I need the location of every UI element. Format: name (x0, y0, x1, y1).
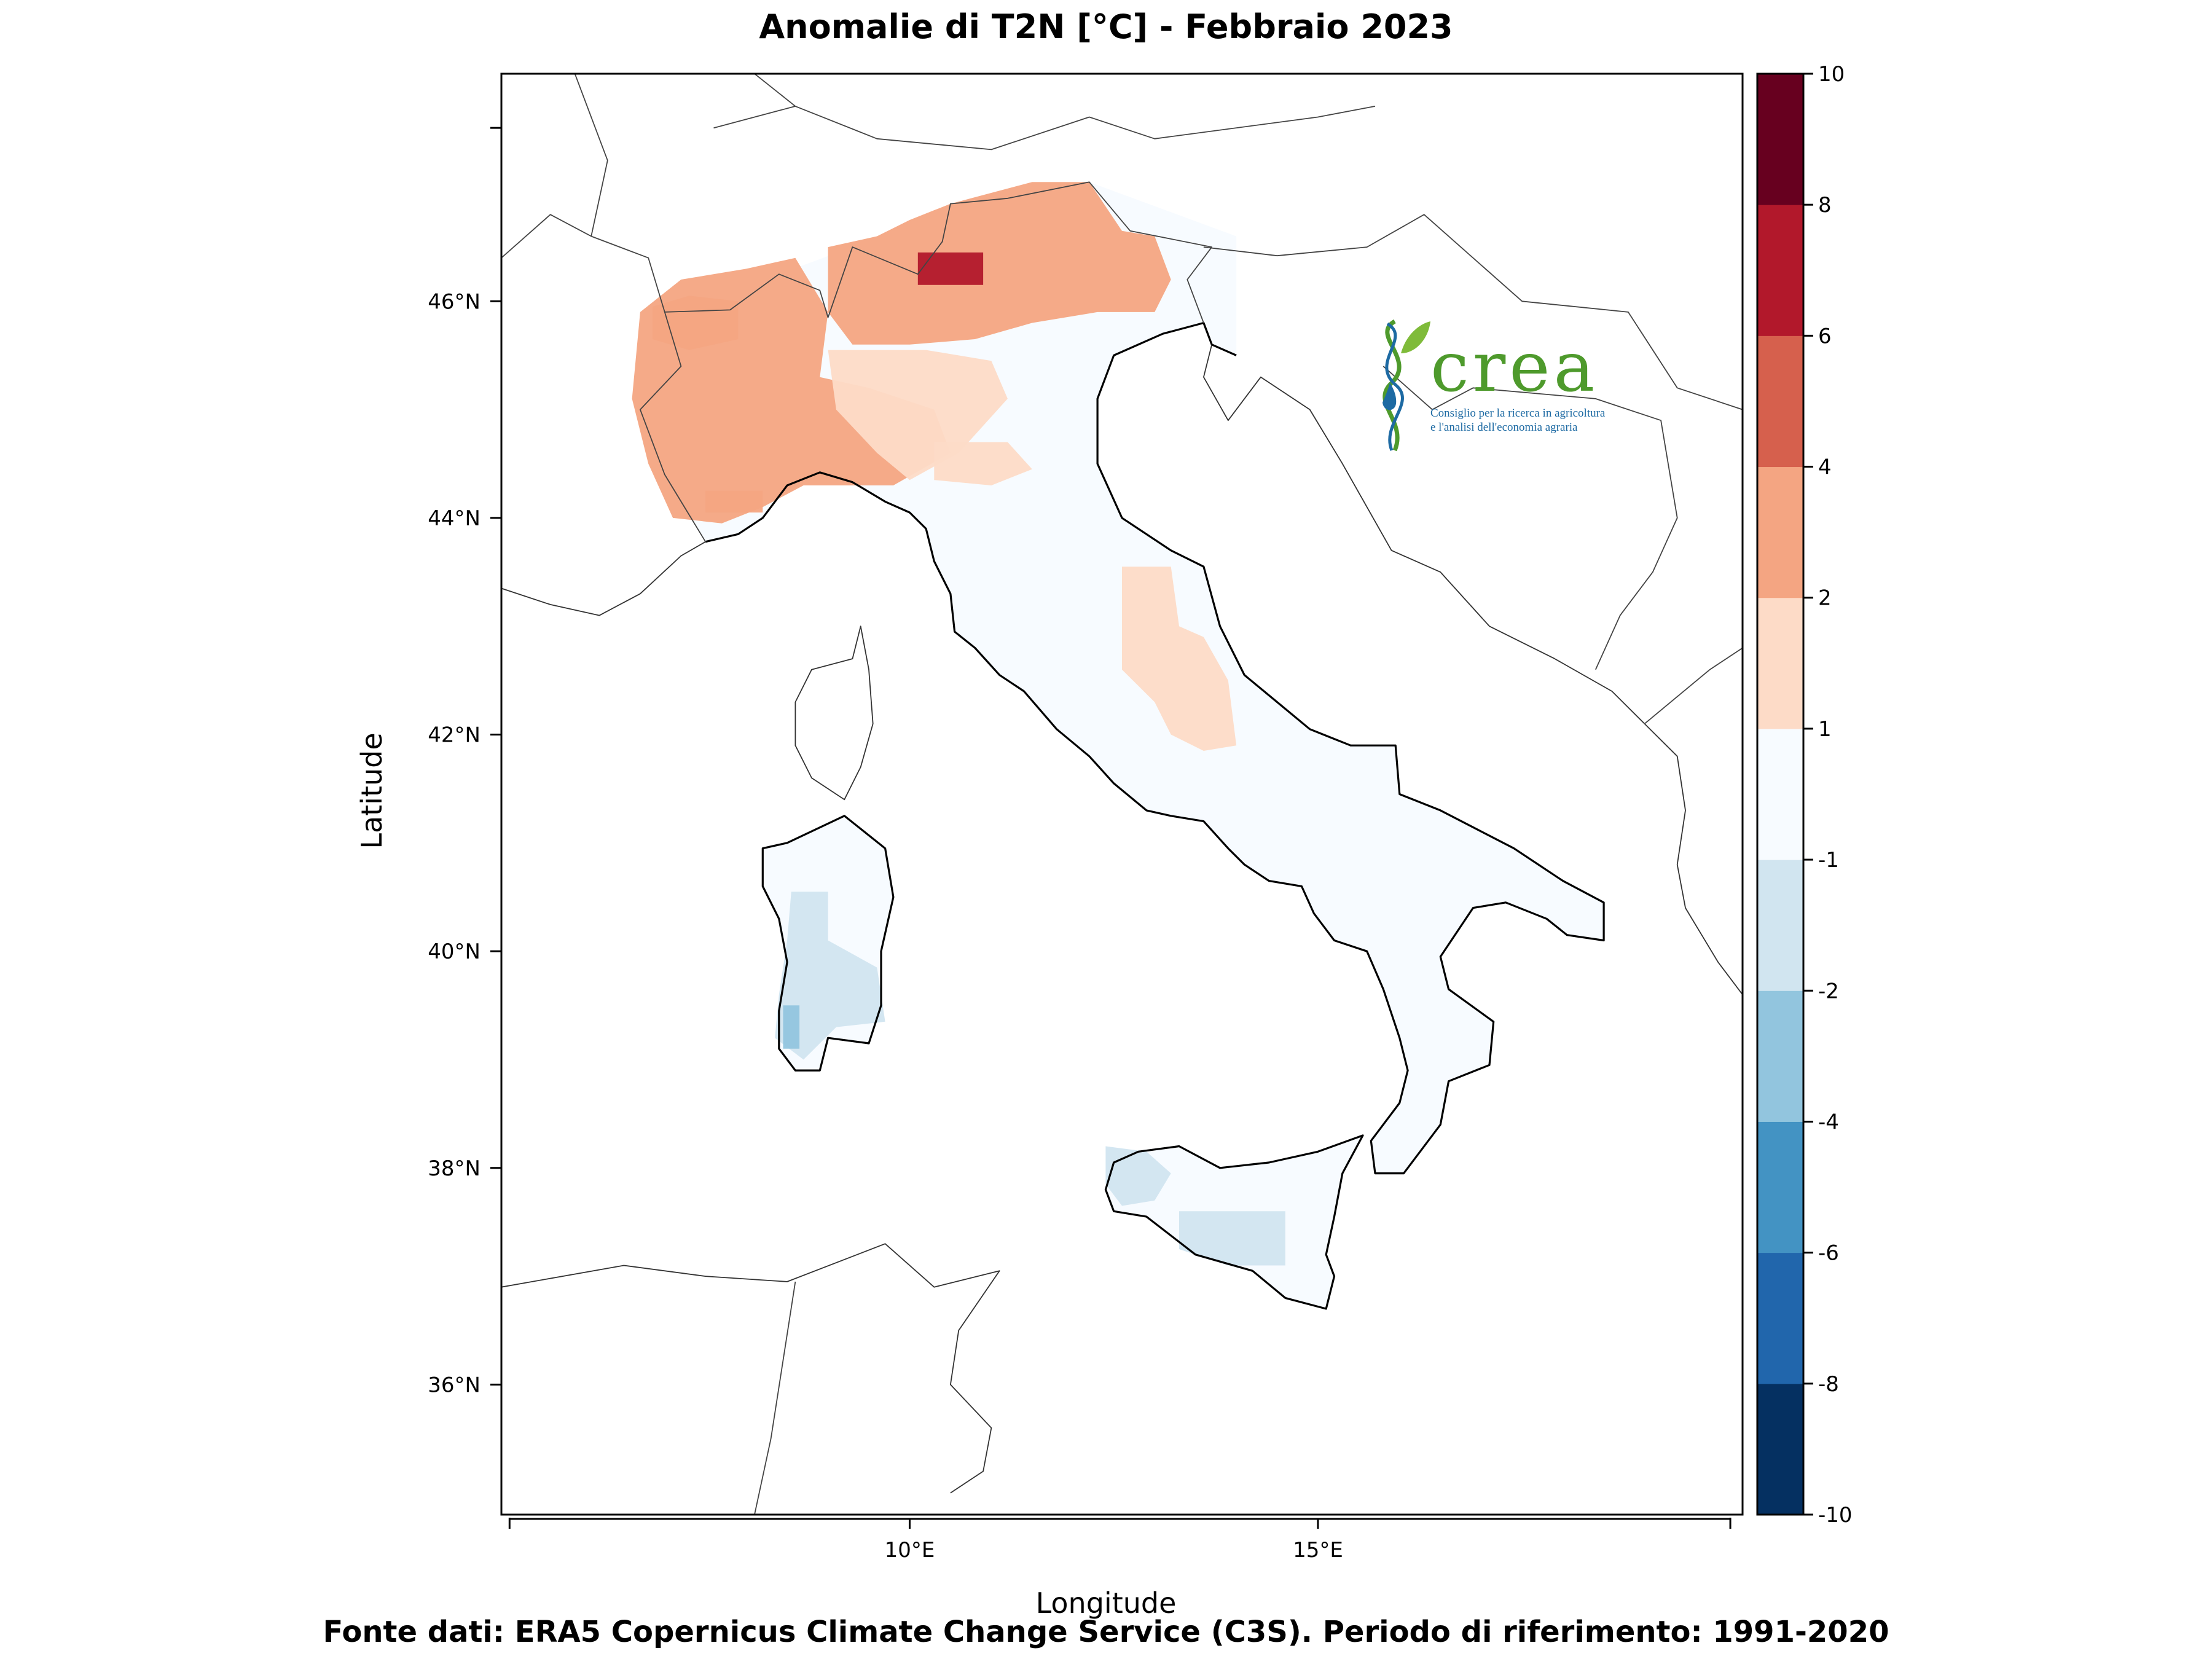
anomaly-region-ligurian-coast (705, 490, 763, 513)
colorbar-label: -6 (1818, 1241, 1839, 1266)
crea-logo-wordmark: crea (1430, 327, 1598, 407)
colorbar-swatch (1757, 205, 1803, 336)
colorbar-label: 8 (1818, 193, 1832, 218)
map-title: Anomalie di T2N [°C] - Febbraio 2023 (759, 7, 1453, 46)
x-axis-label: Longitude (1035, 1586, 1177, 1620)
colorbar-swatch (1757, 597, 1803, 729)
coastline-corsica (794, 626, 874, 801)
colorbar-label: -4 (1818, 1110, 1839, 1134)
country-border (713, 105, 1376, 151)
colorbar-swatch (1757, 728, 1803, 860)
colorbar-label: 4 (1818, 455, 1832, 480)
crea-wordmark-text: crea (1430, 327, 1599, 407)
colorbar-label: -8 (1818, 1372, 1839, 1397)
y-tick-label: 46°N (428, 289, 480, 314)
colorbar-label: 10 (1818, 62, 1845, 87)
colorbar-swatch (1757, 860, 1803, 991)
country-border (664, 181, 1213, 323)
colorbar: -10 -8 -6 -4 -2 -1 1 2 4 6 8 10 (1756, 62, 1853, 1528)
anomaly-region-west-sicily (1105, 1146, 1171, 1206)
colorbar-label: -2 (1818, 979, 1839, 1003)
colorbar-label: -10 (1818, 1503, 1853, 1528)
x-tick-label: 10°E (885, 1538, 935, 1563)
colorbar-swatch (1757, 1121, 1803, 1253)
colorbar-swatch (1757, 990, 1803, 1122)
colorbar-label: 2 (1818, 586, 1832, 611)
country-border (754, 74, 796, 107)
colorbar-label: -1 (1818, 848, 1839, 873)
colorbar-label: 1 (1818, 717, 1832, 742)
anomaly-region-central-apennines (1122, 567, 1237, 751)
map-area (501, 74, 1743, 1515)
x-tick-label: 15°E (1293, 1538, 1343, 1563)
anomaly-region-west-sardinia (775, 892, 885, 1060)
colorbar-swatch (1757, 74, 1803, 205)
crea-logo-subtitle: Consiglio per la ricerca in agricoltura … (1430, 407, 1606, 434)
coastline-italy-mainland (705, 321, 1605, 1175)
y-tick-label: 40°N (428, 939, 480, 964)
y-tick-label: 44°N (428, 506, 480, 531)
colorbar-frame (1756, 73, 1805, 1516)
country-border (574, 74, 608, 237)
country-border (1382, 366, 1678, 670)
x-axis: 10°E 15°E (508, 1518, 1732, 1563)
y-tick-label: 38°N (428, 1156, 480, 1181)
country-border (1644, 647, 1743, 724)
colorbar-swatch (1757, 335, 1803, 468)
coastline-france-coast (501, 541, 706, 616)
anomaly-region-valle-d-aosta (652, 296, 739, 350)
data-source-footer: Fonte dati: ERA5 Copernicus Climate Chan… (323, 1615, 1889, 1649)
coastline-balkans (1203, 344, 1743, 995)
anomaly-field (632, 182, 1604, 1309)
anomaly-region-central-alps (828, 182, 1171, 345)
country-border (754, 1281, 796, 1515)
y-tick-label: 36°N (428, 1373, 480, 1397)
crea-logo: crea Consiglio per la ricerca in agricol… (1358, 310, 1628, 458)
anomaly-region-emilia-apennines (934, 442, 1032, 485)
map-frame (500, 73, 1744, 1516)
anomaly-region-south-sicily (1179, 1211, 1285, 1266)
coastline-sardinia (761, 815, 895, 1072)
coastline-north-africa (501, 1243, 1000, 1494)
anomaly-region-sardinia-core-cold (783, 1005, 800, 1049)
crea-leaf-emblem (1382, 319, 1430, 452)
y-axis-label: Latitude (355, 732, 388, 849)
y-tick-label: 42°N (428, 723, 480, 748)
anomaly-region-ortles-core (917, 252, 984, 285)
coastline-sicily (1104, 1134, 1364, 1310)
country-borders (501, 74, 1743, 1515)
colorbar-label: 6 (1818, 324, 1832, 348)
colorbar-swatch (1757, 1252, 1803, 1384)
coastlines (501, 321, 1743, 1494)
colorbar-swatch (1757, 466, 1803, 598)
y-axis: 36°N 38°N 40°N 42°N 44°N 46°N (428, 127, 501, 1397)
country-border (1203, 214, 1743, 410)
colorbar-swatch (1757, 1383, 1803, 1515)
